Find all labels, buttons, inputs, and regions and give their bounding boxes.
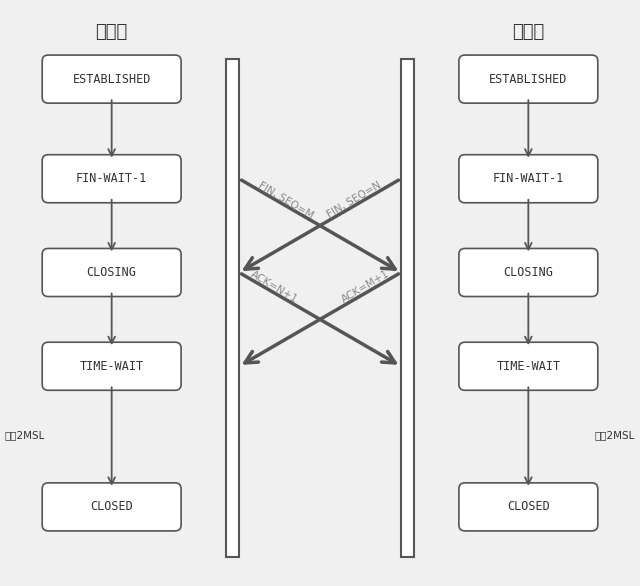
Text: TIME-WAIT: TIME-WAIT <box>79 360 144 373</box>
Text: ACK=M+1: ACK=M+1 <box>340 269 392 305</box>
Text: 等待2MSL: 等待2MSL <box>595 430 635 440</box>
Text: FIN-WAIT-1: FIN-WAIT-1 <box>493 172 564 185</box>
Text: CLOSED: CLOSED <box>507 500 550 513</box>
Text: 等待2MSL: 等待2MSL <box>5 430 45 440</box>
Text: FIN-WAIT-1: FIN-WAIT-1 <box>76 172 147 185</box>
FancyBboxPatch shape <box>459 342 598 390</box>
FancyBboxPatch shape <box>459 483 598 531</box>
Text: TIME-WAIT: TIME-WAIT <box>496 360 561 373</box>
FancyBboxPatch shape <box>42 155 181 203</box>
FancyBboxPatch shape <box>459 155 598 203</box>
Text: ESTABLISHED: ESTABLISHED <box>72 73 151 86</box>
FancyBboxPatch shape <box>459 248 598 297</box>
FancyBboxPatch shape <box>42 342 181 390</box>
Bar <box>226 59 239 557</box>
Text: CLOSED: CLOSED <box>90 500 133 513</box>
FancyBboxPatch shape <box>42 55 181 103</box>
Text: CLOSING: CLOSING <box>504 266 553 279</box>
Bar <box>401 59 414 557</box>
Text: 服务端: 服务端 <box>512 23 545 41</box>
Text: ACK=N+1: ACK=N+1 <box>249 269 300 305</box>
Text: 客户端: 客户端 <box>95 23 128 41</box>
Text: ESTABLISHED: ESTABLISHED <box>489 73 568 86</box>
Text: CLOSING: CLOSING <box>87 266 136 279</box>
FancyBboxPatch shape <box>42 248 181 297</box>
FancyBboxPatch shape <box>42 483 181 531</box>
FancyBboxPatch shape <box>459 55 598 103</box>
Text: FIN, SEQ=M: FIN, SEQ=M <box>257 180 316 220</box>
Text: FIN, SEQ=N: FIN, SEQ=N <box>325 180 383 220</box>
